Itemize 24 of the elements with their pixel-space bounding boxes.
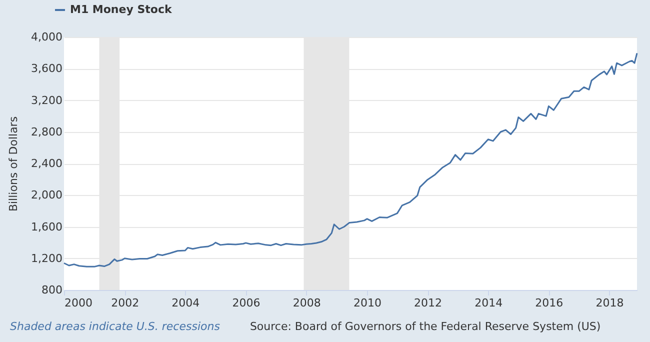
x-tick-label: 2018 [596,296,624,310]
x-tick-label: 2002 [111,296,140,310]
y-tick-label: 3,200 [31,94,62,107]
source-note: Source: Board of Governors of the Federal Reserve System (US) [250,320,601,333]
y-tick-label: 2,800 [31,125,62,138]
legend-label: M1 Money Stock [70,3,172,16]
y-tick-label: 3,600 [31,62,62,76]
line-series [63,52,638,268]
y-tick-label: 800 [42,284,62,296]
y-tick-label: 2,400 [31,157,62,170]
y-tick-label: 1,600 [31,220,62,234]
x-tick-label: 2006 [232,296,260,310]
x-tick-label: 2014 [474,296,503,310]
x-tick-label: 2000 [64,296,92,310]
x-tick-label: 2004 [172,296,200,310]
text: Shaded areas indicate U.S. recessions [10,320,220,333]
x-tick-label: 2012 [414,296,442,310]
y-axis-title: Billions of Dollars [7,116,20,212]
y-tick-label: 4,000 [31,30,62,44]
y-tick-label: 1,200 [31,252,62,265]
y-tick-label: 2,000 [31,188,62,202]
x-tick-label: 2008 [292,296,321,310]
x-tick-label: 2016 [535,296,564,310]
x-tick-label: 2010 [353,296,382,310]
